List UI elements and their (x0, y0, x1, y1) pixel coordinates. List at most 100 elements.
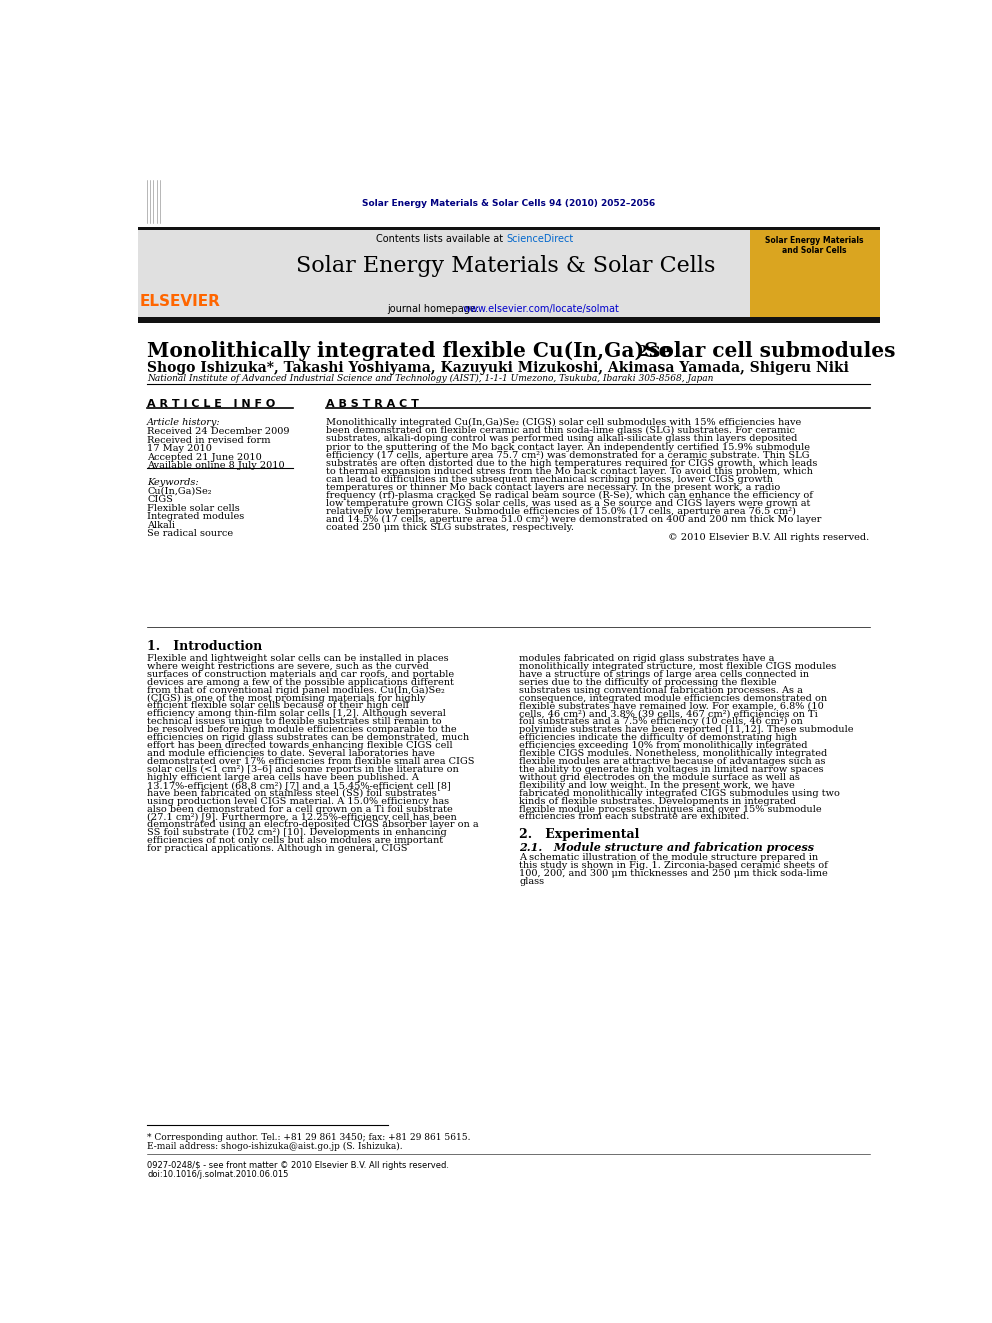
Text: doi:10.1016/j.solmat.2010.06.015: doi:10.1016/j.solmat.2010.06.015 (147, 1170, 289, 1179)
Bar (138, 226, 880, 230)
Text: efficiency (17 cells, aperture area 75.7 cm²) was demonstrated for a ceramic sub: efficiency (17 cells, aperture area 75.7… (325, 451, 809, 459)
Text: Integrated modules: Integrated modules (147, 512, 244, 521)
Text: 1.   Introduction: 1. Introduction (147, 640, 263, 654)
Text: * Corresponding author. Tel.: +81 29 861 3450; fax: +81 29 861 5615.: * Corresponding author. Tel.: +81 29 861… (147, 1132, 471, 1142)
Text: relatively low temperature. Submodule efficiencies of 15.0% (17 cells, aperture : relatively low temperature. Submodule ef… (325, 507, 796, 516)
Text: also been demonstrated for a cell grown on a Ti foil substrate: also been demonstrated for a cell grown … (147, 804, 453, 814)
Text: ELSEVIER: ELSEVIER (139, 294, 220, 308)
Text: Solar Energy Materials & Solar Cells: Solar Energy Materials & Solar Cells (297, 255, 716, 277)
Text: flexible module process techniques and over 15% submodule: flexible module process techniques and o… (519, 804, 822, 814)
Text: Cu(In,Ga)Se₂: Cu(In,Ga)Se₂ (147, 487, 211, 496)
Text: 0927-0248/$ - see front matter © 2010 Elsevier B.V. All rights reserved.: 0927-0248/$ - see front matter © 2010 El… (147, 1162, 449, 1171)
Text: the ability to generate high voltages in limited narrow spaces: the ability to generate high voltages in… (519, 765, 824, 774)
Bar (143, 171, 228, 226)
Text: substrates using conventional fabrication processes. As a: substrates using conventional fabricatio… (519, 685, 804, 695)
Text: 2: 2 (637, 345, 647, 359)
Text: frequency (rf)-plasma cracked Se radical beam source (R-Se), which can enhance t: frequency (rf)-plasma cracked Se radical… (325, 491, 812, 500)
Text: efficient flexible solar cells because of their high cell: efficient flexible solar cells because o… (147, 701, 409, 710)
Text: efficiencies on rigid glass substrates can be demonstrated, much: efficiencies on rigid glass substrates c… (147, 733, 469, 742)
Text: Shogo Ishizuka*, Takashi Yoshiyama, Kazuyuki Mizukoshi, Akimasa Yamada, Shigeru : Shogo Ishizuka*, Takashi Yoshiyama, Kazu… (147, 361, 849, 376)
Text: devices are among a few of the possible applications different: devices are among a few of the possible … (147, 677, 454, 687)
Text: fabricated monolithically integrated CIGS submodules using two: fabricated monolithically integrated CIG… (519, 789, 840, 798)
Text: E-mail address: shogo-ishizuka@aist.go.jp (S. Ishizuka).: E-mail address: shogo-ishizuka@aist.go.j… (147, 1142, 403, 1151)
Text: solar cell submodules: solar cell submodules (643, 341, 896, 361)
Text: flexible modules are attractive because of advantages such as: flexible modules are attractive because … (519, 757, 825, 766)
Text: Available online 8 July 2010: Available online 8 July 2010 (147, 462, 285, 471)
Text: www.elsevier.com/locate/solmat: www.elsevier.com/locate/solmat (462, 303, 620, 314)
Text: Flexible and lightweight solar cells can be installed in places: Flexible and lightweight solar cells can… (147, 654, 448, 663)
Bar (138, 316, 880, 323)
Text: technical issues unique to flexible substrates still remain to: technical issues unique to flexible subs… (147, 717, 441, 726)
Text: Flexible solar cells: Flexible solar cells (147, 504, 240, 513)
Text: (CIGS) is one of the most promising materials for highly: (CIGS) is one of the most promising mate… (147, 693, 426, 703)
Text: prior to the sputtering of the Mo back contact layer. An independently certified: prior to the sputtering of the Mo back c… (325, 442, 809, 451)
Bar (750, 230, 880, 318)
Text: 2.   Experimental: 2. Experimental (519, 828, 640, 841)
Text: flexibility and low weight. In the present work, we have: flexibility and low weight. In the prese… (519, 781, 795, 790)
Text: (27.1 cm²) [9]. Furthermore, a 12.25%-efficiency cell has been: (27.1 cm²) [9]. Furthermore, a 12.25%-ef… (147, 812, 457, 822)
Text: cells, 46 cm²) and 3.8% (39 cells, 467 cm²) efficiencies on Ti: cells, 46 cm²) and 3.8% (39 cells, 467 c… (519, 709, 818, 718)
Text: demonstrated over 17% efficiencies from flexible small area CIGS: demonstrated over 17% efficiencies from … (147, 757, 475, 766)
Text: flexible CIGS modules. Nonetheless, monolithically integrated: flexible CIGS modules. Nonetheless, mono… (519, 749, 827, 758)
Text: journal homepage:: journal homepage: (388, 303, 483, 314)
Bar (262, 230, 750, 318)
Text: temperatures or thinner Mo back contact layers are necessary. In the present wor: temperatures or thinner Mo back contact … (325, 483, 780, 492)
Text: highly efficient large area cells have been published. A: highly efficient large area cells have b… (147, 773, 420, 782)
Text: Contents lists available at: Contents lists available at (376, 234, 506, 245)
Text: Received in revised form: Received in revised form (147, 437, 271, 445)
Text: flexible substrates have remained low. For example, 6.8% (10: flexible substrates have remained low. F… (519, 701, 824, 710)
Text: 17 May 2010: 17 May 2010 (147, 445, 212, 454)
Text: effort has been directed towards enhancing flexible CIGS cell: effort has been directed towards enhanci… (147, 741, 453, 750)
Text: be resolved before high module efficiencies comparable to the: be resolved before high module efficienc… (147, 725, 457, 734)
Text: efficiencies exceeding 10% from monolithically integrated: efficiencies exceeding 10% from monolith… (519, 741, 807, 750)
Text: Solar Energy Materials & Solar Cells 94 (2010) 2052–2056: Solar Energy Materials & Solar Cells 94 … (362, 198, 655, 208)
Text: modules fabricated on rigid glass substrates have a: modules fabricated on rigid glass substr… (519, 654, 775, 663)
Text: National Institute of Advanced Industrial Science and Technology (AIST), 1-1-1 U: National Institute of Advanced Industria… (147, 374, 713, 384)
Text: where weight restrictions are severe, such as the curved: where weight restrictions are severe, su… (147, 662, 430, 671)
Text: solar cells (<1 cm²) [3–6] and some reports in the literature on: solar cells (<1 cm²) [3–6] and some repo… (147, 765, 459, 774)
Text: coated 250 μm thick SLG substrates, respectively.: coated 250 μm thick SLG substrates, resp… (325, 524, 573, 532)
Text: can lead to difficulties in the subsequent mechanical scribing process, lower CI: can lead to difficulties in the subseque… (325, 475, 773, 484)
Text: low temperature grown CIGS solar cells, was used as a Se source and CIGS layers : low temperature grown CIGS solar cells, … (325, 499, 809, 508)
Text: Article history:: Article history: (147, 418, 221, 427)
Text: substrates, alkali-doping control was performed using alkali-silicate glass thin: substrates, alkali-doping control was pe… (325, 434, 797, 443)
Text: glass: glass (519, 877, 545, 885)
Text: 13.17%-efficient (68.8 cm²) [7] and a 15.45%-efficient cell [8]: 13.17%-efficient (68.8 cm²) [7] and a 15… (147, 781, 451, 790)
Text: monolithically integrated structure, most flexible CIGS modules: monolithically integrated structure, mos… (519, 662, 836, 671)
Text: polyimide substrates have been reported [11,12]. These submodule: polyimide substrates have been reported … (519, 725, 854, 734)
Text: efficiencies from each substrate are exhibited.: efficiencies from each substrate are exh… (519, 812, 750, 822)
Text: have been fabricated on stainless steel (SS) foil substrates: have been fabricated on stainless steel … (147, 789, 437, 798)
Text: A schematic illustration of the module structure prepared in: A schematic illustration of the module s… (519, 853, 818, 861)
Text: A R T I C L E   I N F O: A R T I C L E I N F O (147, 400, 276, 409)
Text: without grid electrodes on the module surface as well as: without grid electrodes on the module su… (519, 773, 801, 782)
Text: substrates are often distorted due to the high temperatures required for CIGS gr: substrates are often distorted due to th… (325, 459, 816, 467)
Text: using production level CIGS material. A 15.0% efficiency has: using production level CIGS material. A … (147, 796, 449, 806)
Text: Accepted 21 June 2010: Accepted 21 June 2010 (147, 452, 262, 462)
Text: consequence, integrated module efficiencies demonstrated on: consequence, integrated module efficienc… (519, 693, 827, 703)
Bar (138, 230, 262, 318)
Text: surfaces of construction materials and car roofs, and portable: surfaces of construction materials and c… (147, 669, 454, 679)
Text: 2.1.   Module structure and fabrication process: 2.1. Module structure and fabrication pr… (519, 841, 814, 853)
Text: efficiency among thin-film solar cells [1,2]. Although several: efficiency among thin-film solar cells [… (147, 709, 446, 718)
Text: demonstrated using an electro-deposited CIGS absorber layer on a: demonstrated using an electro-deposited … (147, 820, 479, 830)
Text: efficiencies of not only cells but also modules are important: efficiencies of not only cells but also … (147, 836, 443, 845)
Text: 100, 200, and 300 μm thicknesses and 250 μm thick soda-lime: 100, 200, and 300 μm thicknesses and 250… (519, 869, 828, 877)
Text: to thermal expansion induced stress from the Mo back contact layer. To avoid thi: to thermal expansion induced stress from… (325, 467, 812, 476)
Text: SS foil substrate (102 cm²) [10]. Developments in enhancing: SS foil substrate (102 cm²) [10]. Develo… (147, 828, 447, 837)
Text: efficiencies indicate the difficulty of demonstrating high: efficiencies indicate the difficulty of … (519, 733, 798, 742)
Text: Received 24 December 2009: Received 24 December 2009 (147, 427, 290, 437)
Text: this study is shown in Fig. 1. Zirconia-based ceramic sheets of: this study is shown in Fig. 1. Zirconia-… (519, 861, 828, 869)
Text: from that of conventional rigid panel modules. Cu(In,Ga)Se₂: from that of conventional rigid panel mo… (147, 685, 445, 695)
Text: kinds of flexible substrates. Developments in integrated: kinds of flexible substrates. Developmen… (519, 796, 797, 806)
Text: series due to the difficulty of processing the flexible: series due to the difficulty of processi… (519, 677, 777, 687)
Text: Monolithically integrated flexible Cu(In,Ga)Se: Monolithically integrated flexible Cu(In… (147, 341, 672, 361)
Text: been demonstrated on flexible ceramic and thin soda-lime glass (SLG) substrates.: been demonstrated on flexible ceramic an… (325, 426, 795, 435)
Text: Alkali: Alkali (147, 521, 176, 529)
Text: CIGS: CIGS (147, 495, 174, 504)
Text: Solar Energy Materials
and Solar Cells: Solar Energy Materials and Solar Cells (765, 235, 864, 255)
Text: and 14.5% (17 cells, aperture area 51.0 cm²) were demonstrated on 400 and 200 nm: and 14.5% (17 cells, aperture area 51.0 … (325, 515, 820, 524)
Text: and module efficiencies to date. Several laboratories have: and module efficiencies to date. Several… (147, 749, 435, 758)
Text: ScienceDirect: ScienceDirect (506, 234, 573, 245)
Text: have a structure of strings of large area cells connected in: have a structure of strings of large are… (519, 669, 809, 679)
Text: Monolithically integrated Cu(In,Ga)Se₂ (CIGS) solar cell submodules with 15% eff: Monolithically integrated Cu(In,Ga)Se₂ (… (325, 418, 801, 427)
